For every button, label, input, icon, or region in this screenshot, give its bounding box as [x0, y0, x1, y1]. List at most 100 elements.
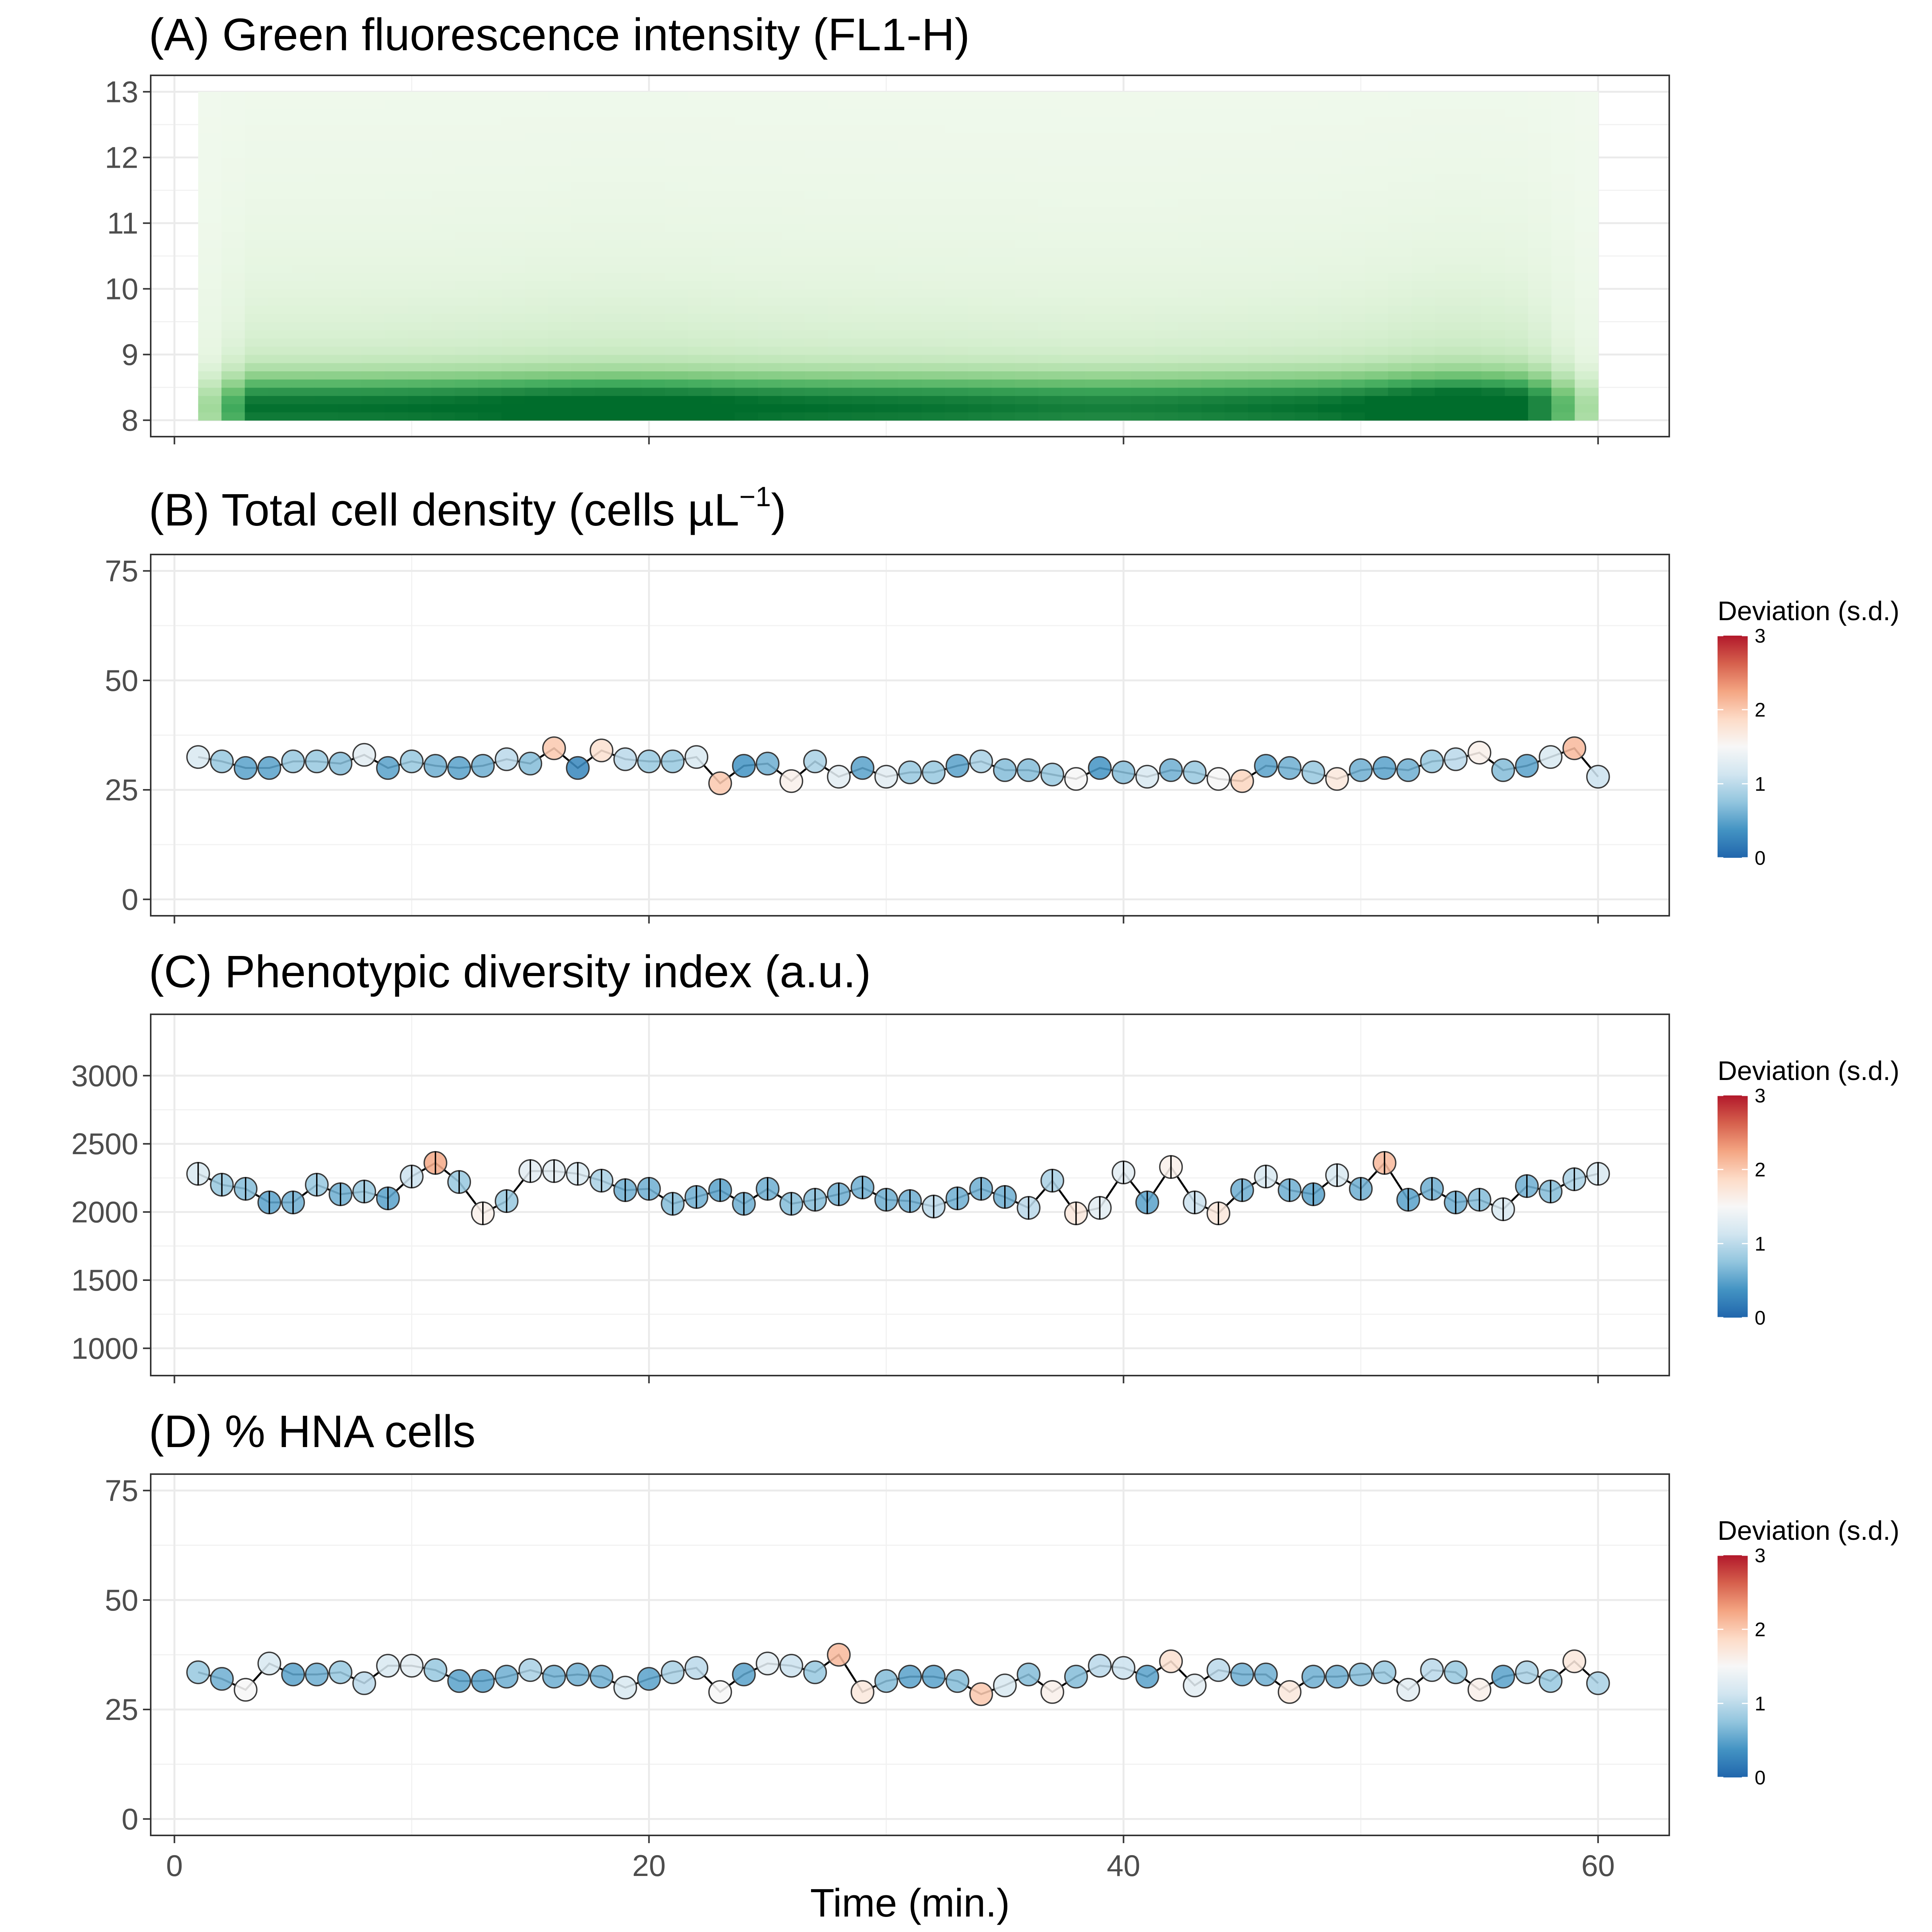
heatmap-cell — [1085, 100, 1109, 109]
heatmap-cell — [384, 272, 409, 281]
heatmap-cell — [1505, 395, 1529, 404]
heatmap-cell — [1551, 231, 1575, 240]
heatmap-cell — [268, 149, 292, 158]
heatmap-cell — [431, 379, 456, 388]
legend-tick-label: 1 — [1755, 773, 1765, 795]
heatmap-cell — [408, 207, 432, 216]
heatmap-cell — [758, 165, 782, 174]
heatmap-cell — [968, 354, 992, 363]
heatmap-cell — [291, 100, 315, 109]
heatmap-cell — [1201, 141, 1225, 150]
heatmap-cell — [501, 297, 526, 306]
heatmap-cell — [618, 240, 642, 248]
heatmap-cell — [1481, 371, 1505, 380]
heatmap-cell — [1061, 248, 1085, 257]
heatmap-cell — [361, 264, 385, 273]
heatmap-cell — [1364, 264, 1389, 273]
heatmap-cell — [245, 116, 269, 125]
heatmap-cell — [735, 387, 759, 396]
heatmap-cell — [1271, 379, 1295, 388]
heatmap-cell — [384, 240, 409, 248]
heatmap-cell — [851, 231, 875, 240]
heatmap-cell — [1388, 92, 1412, 100]
heatmap-cell — [525, 174, 549, 183]
heatmap-cell — [595, 264, 619, 273]
heatmap-cell — [1038, 305, 1062, 314]
heatmap-cell — [1085, 338, 1109, 347]
gridlines — [151, 554, 1669, 916]
heatmap-cell — [1131, 338, 1155, 347]
heatmap-cell — [665, 100, 689, 109]
heatmap-cell — [874, 371, 899, 380]
heatmap-cell — [361, 321, 385, 330]
heatmap-cell — [198, 141, 222, 150]
heatmap-cell — [338, 338, 362, 347]
data-point — [281, 1662, 305, 1687]
heatmap-cell — [198, 149, 222, 158]
heatmap-cell — [291, 338, 315, 347]
heatmap-cell — [221, 108, 245, 117]
heatmap-cell — [291, 379, 315, 388]
heatmap-cell — [1551, 174, 1575, 183]
heatmap-cell — [641, 256, 665, 265]
heatmap-cell — [455, 264, 479, 273]
heatmap-cell — [1411, 404, 1435, 413]
heatmap-cell — [921, 198, 946, 207]
heatmap-cell — [781, 281, 805, 289]
heatmap-cell — [1528, 133, 1552, 141]
heatmap-cell — [1271, 92, 1295, 100]
heatmap-cell — [1038, 190, 1062, 199]
heatmap-cell — [1108, 108, 1132, 117]
data-point — [495, 747, 519, 771]
heatmap-cell — [898, 190, 922, 199]
heatmap-cell — [898, 395, 922, 404]
data-point — [257, 756, 281, 780]
heatmap-cell — [1575, 256, 1599, 265]
heatmap-cell — [478, 395, 502, 404]
heatmap-cell — [991, 198, 1015, 207]
heatmap-cell — [1201, 256, 1225, 265]
heatmap-cell — [198, 346, 222, 355]
heatmap-cell — [735, 371, 759, 380]
heatmap-cell — [1061, 395, 1085, 404]
heatmap-cell — [198, 338, 222, 347]
heatmap-cell — [1481, 149, 1505, 158]
heatmap-cell — [478, 149, 502, 158]
heatmap-cell — [618, 281, 642, 289]
heatmap-cell — [1225, 223, 1249, 232]
heatmap-cell — [828, 198, 852, 207]
heatmap-cell — [1551, 412, 1575, 421]
data-point — [566, 1662, 590, 1687]
heatmap-cell — [1318, 338, 1342, 347]
heatmap-cell — [1341, 100, 1365, 109]
heatmap-cell — [641, 165, 665, 174]
heatmap-cell — [1551, 404, 1575, 413]
heatmap-cell — [1201, 281, 1225, 289]
heatmap-cell — [548, 338, 572, 347]
heatmap-cell — [711, 190, 735, 199]
heatmap-cell — [1551, 141, 1575, 150]
heatmap-cell — [1271, 362, 1295, 371]
heatmap-cell — [1201, 404, 1225, 413]
heatmap-cell — [245, 190, 269, 199]
heatmap-cell — [571, 395, 595, 404]
heatmap-cell — [455, 190, 479, 199]
data-point — [1159, 1649, 1183, 1673]
heatmap-cell — [315, 264, 339, 273]
heatmap-cell — [968, 198, 992, 207]
y-tick-label: 12 — [105, 141, 138, 175]
heatmap-cell — [1364, 92, 1389, 100]
heatmap-cell — [1411, 313, 1435, 322]
heatmap-cell — [1131, 149, 1155, 158]
heatmap-cell — [1318, 198, 1342, 207]
heatmap-cell — [268, 305, 292, 314]
heatmap-cell — [571, 264, 595, 273]
heatmap-cell — [595, 165, 619, 174]
heatmap-cell — [501, 240, 526, 248]
data-point — [637, 1667, 661, 1691]
heatmap-cell — [455, 198, 479, 207]
heatmap-cell — [1248, 165, 1272, 174]
heatmap-cell — [408, 272, 432, 281]
heatmap-cell — [221, 321, 245, 330]
data-point — [1254, 1662, 1278, 1687]
